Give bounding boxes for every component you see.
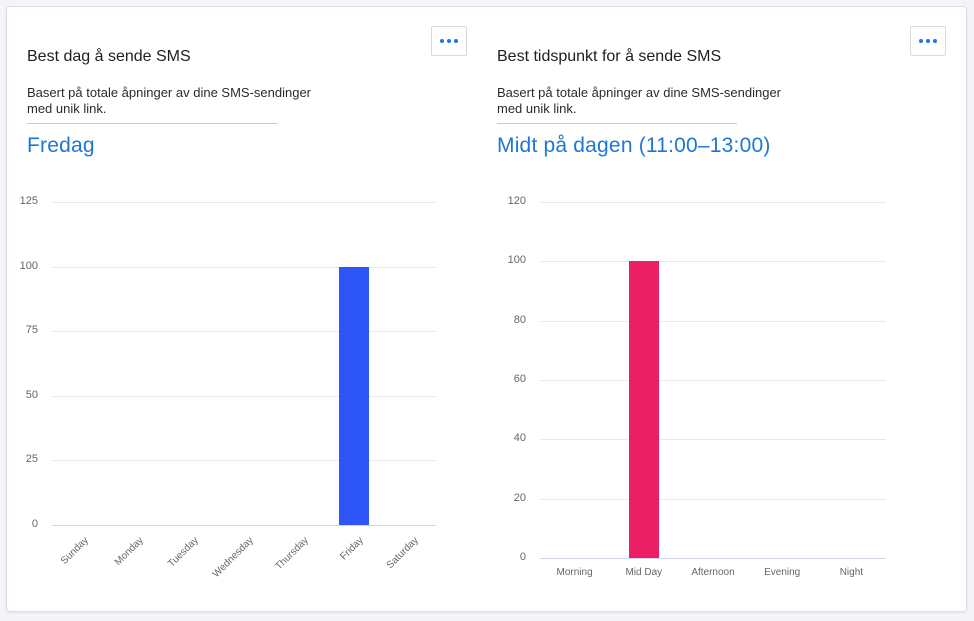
x-tick-label: Night: [839, 567, 864, 578]
best-day-panel: Best dag å sende SMS Basert på totale åp…: [7, 7, 477, 611]
x-tick-label: Morning: [556, 567, 593, 578]
x-axis-line: [52, 525, 436, 526]
y-tick-label: 100: [507, 254, 526, 266]
y-tick-label: 0: [31, 518, 38, 530]
more-horizontal-icon: [919, 39, 923, 43]
gridline: [540, 202, 886, 203]
gridline: [52, 460, 436, 461]
y-tick-label: 80: [513, 314, 526, 326]
more-horizontal-icon: [440, 39, 444, 43]
y-tick-label: 20: [513, 492, 526, 504]
more-options-button[interactable]: [910, 26, 946, 56]
more-horizontal-icon-dot: [454, 39, 458, 43]
description-line: med unik link.: [27, 101, 107, 116]
sms-insights-card: Best dag å sende SMS Basert på totale åp…: [6, 6, 967, 612]
x-tick-label: Friday: [338, 535, 366, 563]
y-tick-label: 0: [519, 551, 526, 563]
divider: [497, 123, 737, 124]
gridline: [540, 380, 886, 381]
best-time-value: Midt på dagen (11:00–13:00): [497, 134, 771, 157]
more-horizontal-icon-dot: [933, 39, 937, 43]
gridline: [52, 202, 436, 203]
bar-mid-day[interactable]: [629, 261, 659, 558]
x-tick-label: Thursday: [273, 535, 311, 573]
panel-description: Basert på totale åpninger av dine SMS-se…: [27, 85, 347, 117]
x-tick-label: Wednesday: [210, 535, 256, 581]
y-tick-label: 120: [507, 195, 526, 207]
gridline: [52, 396, 436, 397]
gridline: [540, 499, 886, 500]
panel-title: Best tidspunkt for å sende SMS: [497, 48, 722, 65]
y-tick-label: 40: [513, 432, 526, 444]
x-tick-label: Evening: [764, 567, 801, 578]
x-tick-label: Afternoon: [691, 567, 735, 578]
panel-title: Best dag å sende SMS: [27, 48, 191, 65]
x-axis-line: [540, 558, 886, 559]
best-day-value: Fredag: [27, 134, 95, 157]
gridline: [540, 321, 886, 322]
gridline: [540, 261, 886, 262]
description-line: med unik link.: [497, 101, 577, 116]
gridline: [540, 439, 886, 440]
y-tick-label: 60: [513, 373, 526, 385]
y-tick-label: 75: [25, 324, 38, 336]
divider: [27, 123, 278, 124]
x-tick-label: Saturday: [384, 535, 421, 572]
x-tick-label: Mid Day: [625, 567, 663, 578]
gridline: [52, 267, 436, 268]
more-options-button[interactable]: [431, 26, 467, 56]
y-tick-label: 100: [19, 260, 38, 272]
y-tick-label: 50: [25, 389, 38, 401]
gridline: [52, 331, 436, 332]
more-horizontal-icon-dot: [926, 39, 930, 43]
y-tick-label: 25: [25, 453, 38, 465]
bar-friday[interactable]: [339, 267, 369, 525]
panel-description: Basert på totale åpninger av dine SMS-se…: [497, 85, 817, 117]
description-line: Basert på totale åpninger av dine SMS-se…: [27, 85, 312, 100]
description-line: Basert på totale åpninger av dine SMS-se…: [497, 85, 782, 100]
best-time-panel: Best tidspunkt for å sende SMS Basert på…: [477, 7, 966, 611]
more-horizontal-icon-dot: [447, 39, 451, 43]
y-tick-label: 125: [19, 195, 38, 207]
x-tick-label: Tuesday: [166, 535, 201, 570]
